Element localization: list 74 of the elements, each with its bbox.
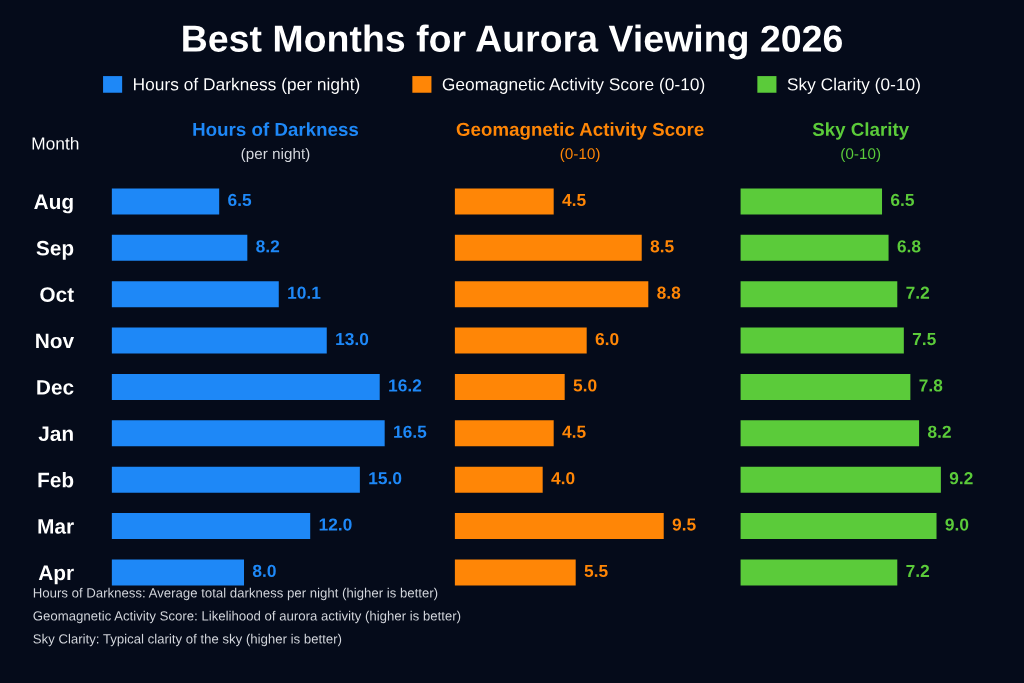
data-label: 9.2	[949, 472, 973, 485]
data-label: 6.5	[891, 193, 915, 207]
data-label: 12.0	[319, 518, 352, 531]
text: Geomagnetic Activity Score: Likelihood of aurora activity (higher is better)	[33, 610, 461, 624]
data-label: 6.0	[595, 332, 619, 346]
data-label: 8.5	[650, 240, 674, 253]
data-label: 16.5	[394, 425, 427, 438]
legend-label: Sky Clarity (0-10)	[787, 77, 920, 94]
legend-label: Hours of Darkness (per night)	[133, 77, 360, 94]
bar	[111, 188, 220, 215]
bar	[111, 327, 327, 354]
bar	[740, 373, 911, 400]
text: Best Months for Aurora Viewing 2026	[183, 24, 842, 60]
y-axis-title: Month	[32, 136, 79, 150]
annotation: Hours of Darkness: Average total darkness per night (higher is better)	[33, 587, 438, 601]
bar	[740, 559, 898, 586]
data-label: 9.5	[672, 518, 696, 531]
data-label: 6.5	[228, 193, 252, 207]
bar	[740, 281, 898, 308]
bar	[740, 420, 920, 447]
bar	[740, 188, 883, 215]
data-label: 8.2	[927, 425, 951, 438]
data-label: 13.0	[336, 332, 369, 346]
bar	[111, 559, 245, 586]
bar	[454, 373, 565, 400]
x-axis-title: Sky Clarity (0-10)	[812, 122, 910, 163]
bar	[740, 513, 937, 540]
data-label: 8.0	[252, 564, 276, 578]
bar	[740, 466, 941, 493]
y-tick-label: Apr	[38, 565, 74, 585]
data-label: 4.0	[551, 472, 575, 485]
bar	[740, 234, 889, 261]
bar	[454, 513, 664, 540]
y-tick-label: Aug	[34, 194, 73, 214]
data-label: 5.5	[584, 564, 608, 578]
data-label: 9.0	[945, 518, 969, 531]
data-label: 10.1	[288, 286, 321, 299]
y-tick-label: Sep	[36, 240, 74, 260]
legend-label: Geomagnetic Activity Score (0-10)	[442, 77, 705, 94]
data-label: 5.0	[573, 379, 597, 392]
bar	[111, 420, 385, 447]
bar	[454, 466, 543, 493]
bar	[111, 234, 248, 261]
bar	[111, 466, 360, 493]
bar	[740, 327, 904, 354]
x-axis-title: Hours of Darkness (per night)	[193, 122, 359, 163]
bar	[111, 281, 279, 308]
data-label: 6.8	[897, 240, 921, 253]
data-label: 16.2	[389, 379, 422, 392]
bar	[454, 420, 554, 447]
data-label: 7.8	[919, 379, 943, 392]
text: Sky Clarity: Typical clarity of the sky (higher is better)	[33, 633, 342, 647]
bar	[111, 513, 311, 540]
y-tick-label: Oct	[40, 287, 74, 302]
bar	[454, 327, 587, 354]
bar	[454, 234, 642, 261]
data-label: 8.8	[657, 286, 681, 299]
x-axis-title: Geomagnetic Activity Score (0-10)	[456, 122, 704, 163]
y-tick-label: Dec	[37, 380, 74, 395]
data-label: 7.2	[906, 286, 930, 299]
data-label: 4.5	[562, 193, 586, 207]
data-label: 8.2	[256, 240, 280, 253]
bar	[454, 559, 576, 586]
bar	[454, 188, 554, 215]
y-tick-label: Feb	[38, 472, 74, 488]
y-tick-label: Nov	[36, 333, 75, 349]
data-label: 7.2	[906, 564, 930, 577]
bar	[454, 281, 649, 308]
y-tick-label: Jan	[38, 426, 73, 442]
data-label: 15.0	[369, 472, 402, 485]
data-label: 7.5	[912, 333, 936, 346]
bar	[111, 373, 380, 400]
data-label: 4.5	[562, 425, 586, 438]
y-tick-label: Mar	[38, 519, 74, 534]
